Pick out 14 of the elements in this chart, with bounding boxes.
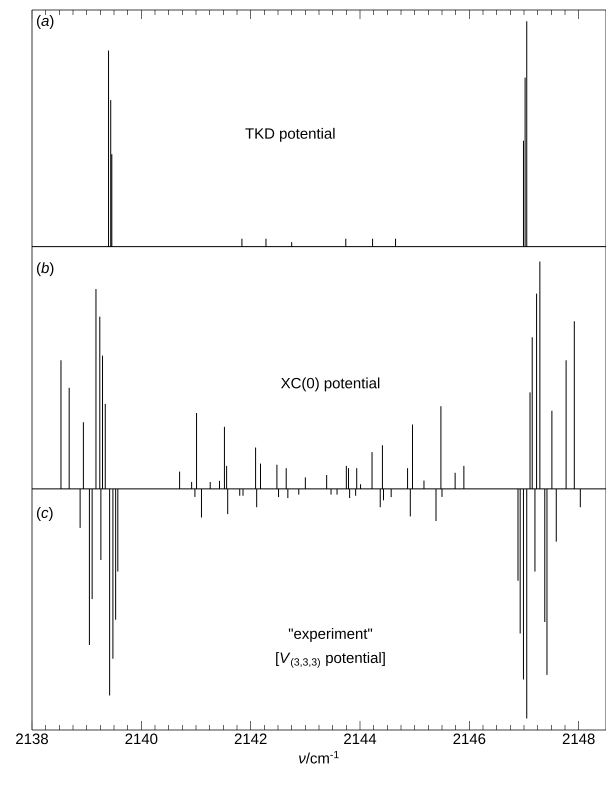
annotation: (a) bbox=[36, 15, 54, 29]
x-tick-label: 2148 bbox=[562, 734, 595, 744]
annotation: TKD potential bbox=[245, 128, 335, 142]
annotation: (b) bbox=[36, 262, 54, 276]
annotation: (c) bbox=[36, 507, 53, 521]
x-tick-label: 2138 bbox=[16, 734, 48, 744]
annotation: XC(0) potential bbox=[280, 377, 380, 392]
x-tick-label: 2140 bbox=[125, 734, 158, 744]
annotation: [V$_{(3,3,3)}$ potential] bbox=[276, 652, 385, 668]
x-tick-label: 2142 bbox=[234, 734, 267, 744]
annotation: "experiment" bbox=[288, 628, 372, 642]
x-axis-title: ν/cm$^{-1}$ bbox=[299, 750, 339, 764]
x-tick-label: 2146 bbox=[453, 734, 486, 744]
x-tick-label: 2144 bbox=[344, 734, 376, 744]
